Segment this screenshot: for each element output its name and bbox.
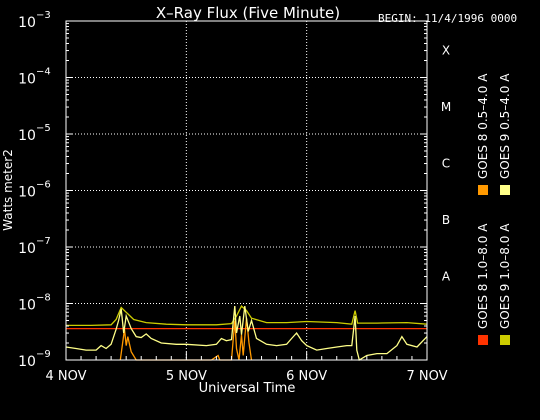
flare-class-X: X — [442, 43, 450, 57]
y-tick-label-exponent: −4 — [36, 67, 51, 78]
y-tick-label-base: 10 — [18, 241, 36, 257]
y-axis-label: Watts meter2 — [1, 149, 15, 231]
legend-label: GOES 8 1.0–8.0 A — [476, 223, 490, 329]
x-axis-ticks: 4 NOV 5 NOV 6 NOV 7 NOV — [45, 352, 448, 384]
legend-swatch — [500, 335, 510, 345]
y-tick-label-exponent: −8 — [36, 293, 51, 304]
flare-class-labels: A B C M X — [441, 43, 451, 283]
y-tick-label-base: 10 — [18, 72, 36, 88]
x-tick-label: 6 NOV — [286, 369, 327, 384]
chart-title: X–Ray Flux (Five Minute) — [156, 4, 340, 22]
begin-label: BEGIN: 11/4/1996 0000 — [378, 12, 517, 25]
legend-swatch — [478, 335, 488, 345]
y-tick-label-exponent: −7 — [36, 236, 51, 247]
legend-swatch — [500, 185, 510, 195]
y-tick-label-base: 10 — [18, 128, 36, 144]
legend: GOES 8 1.0–8.0 A GOES 8 0.5–4.0 A GOES 9 1… — [476, 73, 512, 345]
flare-class-M: M — [441, 100, 451, 114]
y-tick-label-base: 10 — [18, 354, 36, 370]
y-tick-label-base: 10 — [18, 298, 36, 314]
x-tick-label: 7 NOV — [406, 369, 447, 384]
legend-label: GOES 8 0.5–4.0 A — [476, 73, 490, 179]
x-axis-label: Universal Time — [199, 381, 296, 396]
flare-class-C: C — [442, 156, 450, 170]
y-tick-label-exponent: −6 — [36, 180, 51, 191]
y-tick-label-base: 10 — [18, 185, 36, 201]
x-tick-label: 5 NOV — [166, 369, 207, 384]
flare-class-B: B — [442, 213, 450, 227]
series-line-4 — [65, 306, 428, 362]
y-axis-ticks: 10−910−810−710−610−510−410−3 — [18, 10, 427, 370]
legend-swatch — [478, 185, 488, 195]
legend-label: GOES 9 0.5–4.0 A — [498, 73, 512, 179]
y-tick-label-exponent: −5 — [36, 123, 51, 134]
y-tick-label-exponent: −3 — [36, 10, 51, 21]
y-tick-label-base: 10 — [18, 15, 36, 31]
grid-lines — [66, 21, 427, 360]
y-tick-label-exponent: −9 — [36, 349, 51, 360]
legend-label: GOES 9 1.0–8.0 A — [498, 223, 512, 329]
flare-class-A: A — [442, 269, 451, 283]
x-tick-label: 4 NOV — [45, 369, 86, 384]
series-line-3 — [66, 305, 428, 327]
